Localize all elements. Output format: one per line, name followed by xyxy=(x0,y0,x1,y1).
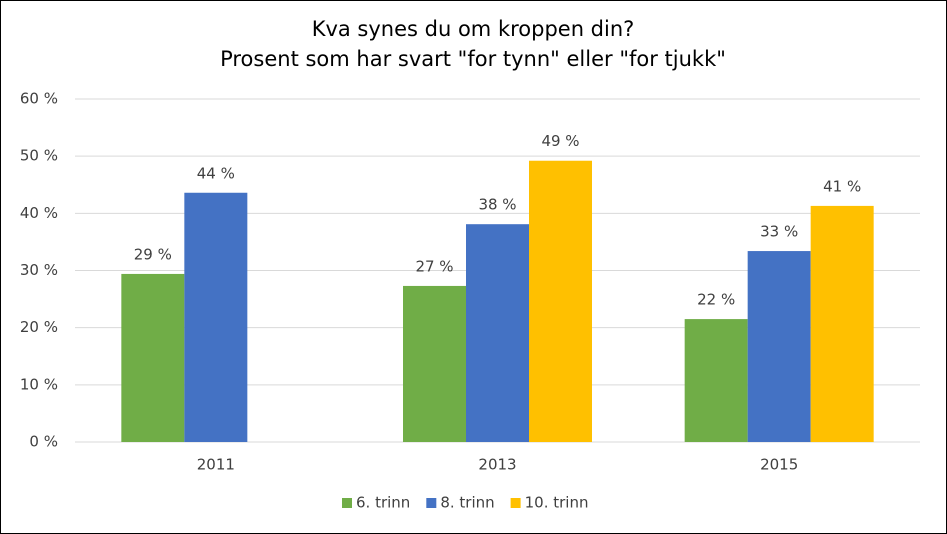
y-tick-label: 10 % xyxy=(20,375,58,393)
legend-label: 8. trinn xyxy=(440,494,494,512)
bar xyxy=(121,273,185,442)
bar xyxy=(810,205,874,442)
value-label: 29 % xyxy=(134,245,172,263)
chart-title: Kva synes du om kroppen din? xyxy=(312,17,635,41)
y-tick-label: 30 % xyxy=(20,261,58,279)
x-tick-label: 2015 xyxy=(760,456,798,474)
value-label: 22 % xyxy=(697,291,735,309)
bar xyxy=(184,192,248,442)
bar xyxy=(403,285,466,442)
bar xyxy=(466,224,529,442)
bar xyxy=(529,160,592,443)
legend-swatch xyxy=(426,498,437,508)
value-label: 41 % xyxy=(823,177,861,195)
legend-label: 10. trinn xyxy=(525,494,589,512)
y-tick-label: 50 % xyxy=(20,147,58,165)
legend-label: 6. trinn xyxy=(356,494,410,512)
value-label: 27 % xyxy=(415,257,453,275)
value-label: 49 % xyxy=(541,132,579,150)
value-label: 38 % xyxy=(478,196,516,214)
x-tick-label: 2013 xyxy=(478,456,516,474)
y-tick-label: 0 % xyxy=(29,433,58,451)
legend-swatch xyxy=(342,498,352,508)
value-label: 44 % xyxy=(197,164,235,182)
x-tick-label: 2011 xyxy=(197,456,235,474)
legend-swatch xyxy=(510,498,521,508)
y-tick-label: 60 % xyxy=(20,90,58,108)
bar xyxy=(747,251,811,442)
chart-subtitle: Prosent som har svart "for tynn" eller "… xyxy=(220,47,726,71)
value-label: 33 % xyxy=(760,223,798,241)
y-tick-label: 40 % xyxy=(20,204,58,222)
y-tick-label: 20 % xyxy=(20,318,58,336)
bar xyxy=(684,319,748,442)
